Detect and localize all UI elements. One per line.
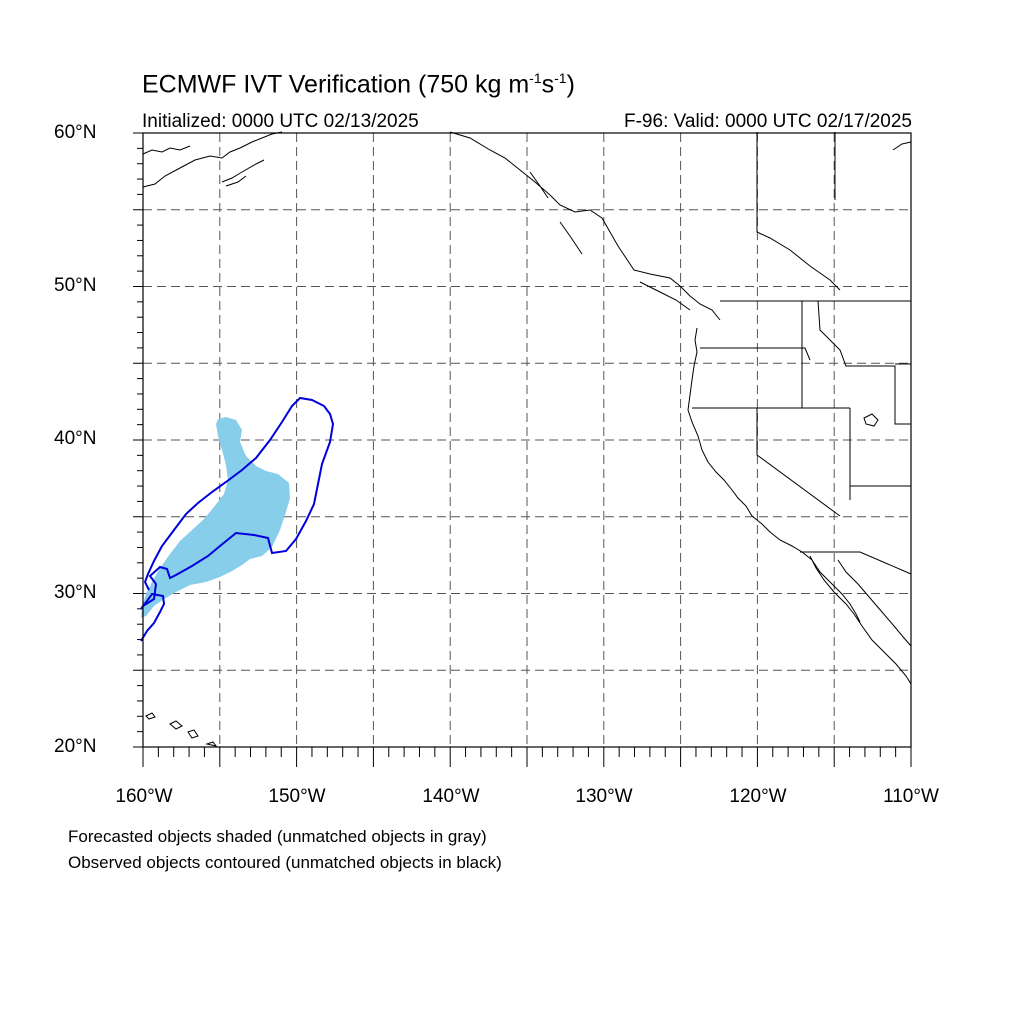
lon-label-150w: 150°W (268, 786, 326, 807)
lat-label-20: 20°N (54, 736, 97, 757)
initialized-time: Initialized: 0000 UTC 02/13/2025 (142, 111, 419, 132)
observed-object-contour (140, 396, 335, 642)
map-frame (142, 132, 912, 748)
alaska-peninsula-coast (142, 131, 283, 188)
legend-note-observed: Observed objects contoured (unmatched ob… (68, 853, 502, 872)
coastlines (142, 131, 912, 747)
legend-note-forecast: Forecasted objects shaded (unmatched obj… (68, 827, 487, 846)
lat-label-40: 40°N (54, 428, 97, 449)
lon-label-120w: 120°W (729, 786, 787, 807)
hawaii-islands (145, 712, 218, 747)
lon-label-140w: 140°W (422, 786, 480, 807)
valid-time: F-96: Valid: 0000 UTC 02/17/2025 (624, 111, 912, 132)
far-north-coast (892, 141, 912, 151)
lon-label-160w: 160°W (115, 786, 173, 807)
lat-label-50: 50°N (54, 275, 97, 296)
lon-label-110w: 110°W (883, 786, 939, 807)
chart-title: ECMWF IVT Verification (750 kg m-1s-1) (142, 70, 575, 99)
map-grid (143, 133, 911, 747)
lat-label-60: 60°N (54, 122, 97, 143)
forecast-object (141, 417, 290, 618)
west-coast-us (687, 327, 912, 685)
state-borders (692, 132, 912, 575)
lon-label-130w: 130°W (575, 786, 633, 807)
canada-coast (449, 131, 721, 321)
lat-label-30: 30°N (54, 582, 97, 603)
great-salt-lake (863, 413, 879, 427)
map-ticks (133, 132, 912, 767)
